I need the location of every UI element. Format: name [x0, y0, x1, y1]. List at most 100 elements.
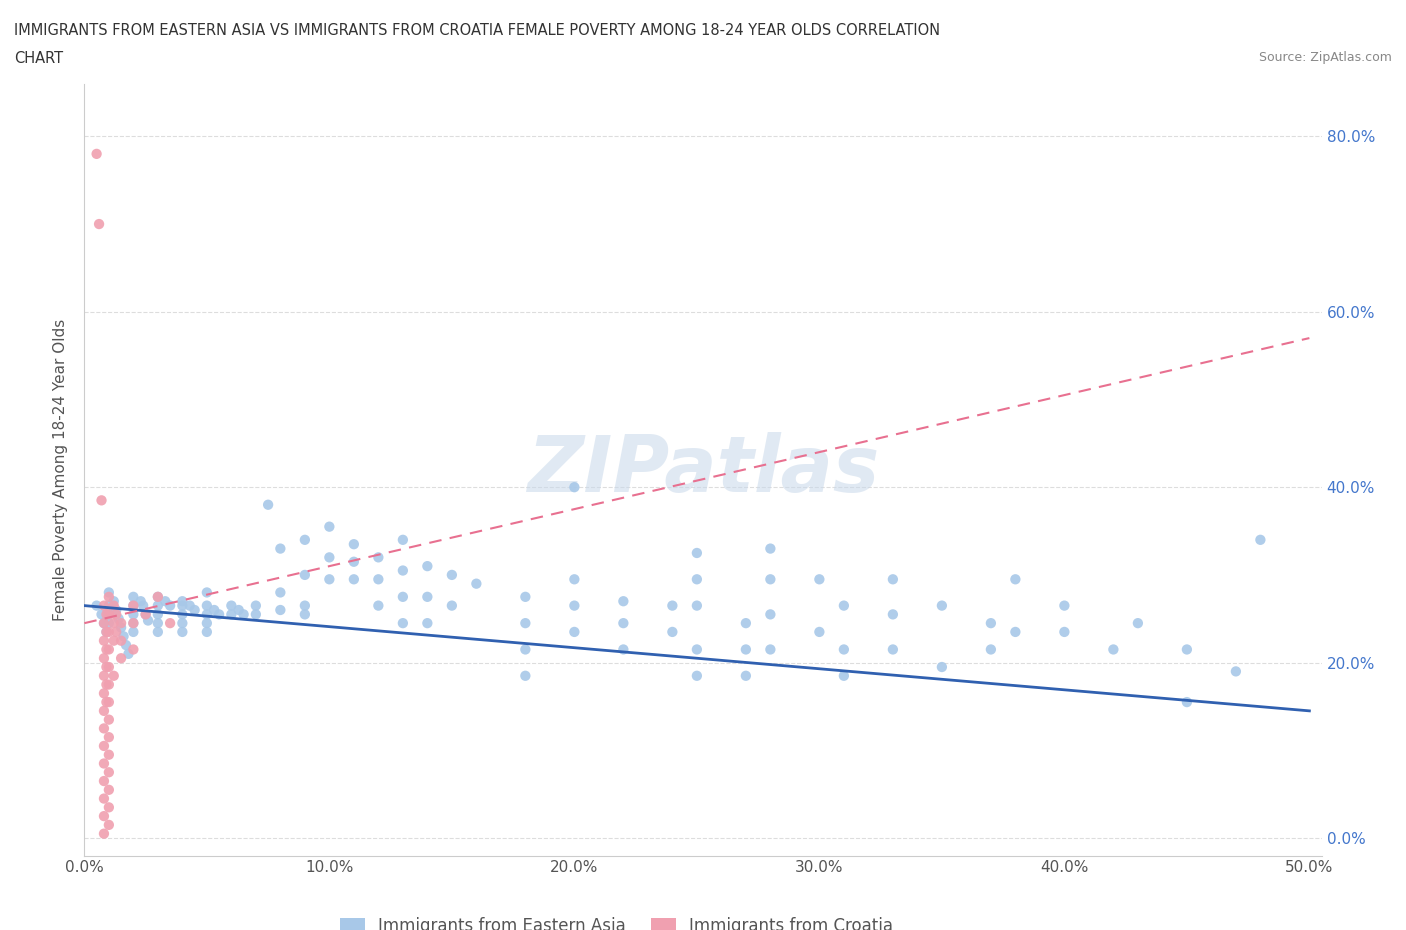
Point [832, 598, 855, 613]
Point [195, 585, 218, 600]
Point [343, 572, 366, 587]
Text: CHART: CHART [14, 51, 63, 66]
Point [93, 686, 115, 701]
Y-axis label: Female Poverty Among 18-24 Year Olds: Female Poverty Among 18-24 Year Olds [53, 319, 69, 621]
Point [93, 669, 115, 684]
Point [122, 624, 145, 639]
Text: Source: ZipAtlas.com: Source: ZipAtlas.com [1258, 51, 1392, 64]
Point [122, 598, 145, 613]
Point [146, 590, 169, 604]
Point [515, 669, 537, 684]
Point [110, 616, 132, 631]
Point [172, 616, 194, 631]
Point [93, 616, 115, 631]
Point [195, 624, 218, 639]
Point [1053, 624, 1076, 639]
Point [97, 616, 120, 631]
Point [1249, 532, 1271, 547]
Point [1225, 664, 1247, 679]
Point [318, 572, 340, 587]
Legend: Immigrants from Eastern Asia, Immigrants from Croatia: Immigrants from Eastern Asia, Immigrants… [333, 910, 900, 930]
Point [132, 598, 155, 613]
Point [135, 607, 157, 622]
Point [734, 669, 756, 684]
Point [367, 550, 389, 565]
Point [195, 598, 218, 613]
Point [612, 642, 634, 657]
Point [734, 642, 756, 657]
Point [97, 712, 120, 727]
Point [882, 607, 904, 622]
Point [155, 593, 177, 608]
Point [105, 607, 128, 622]
Point [97, 800, 120, 815]
Point [1053, 598, 1076, 613]
Point [93, 756, 115, 771]
Point [93, 738, 115, 753]
Point [146, 607, 169, 622]
Point [294, 598, 316, 613]
Point [392, 532, 415, 547]
Point [686, 642, 709, 657]
Point [661, 624, 683, 639]
Point [294, 567, 316, 582]
Point [115, 638, 138, 653]
Point [97, 585, 120, 600]
Point [96, 624, 118, 639]
Point [93, 826, 115, 841]
Point [980, 616, 1002, 631]
Point [97, 730, 120, 745]
Point [146, 616, 169, 631]
Point [882, 572, 904, 587]
Point [122, 590, 145, 604]
Point [93, 791, 115, 806]
Point [1004, 624, 1026, 639]
Point [228, 603, 250, 618]
Point [759, 607, 782, 622]
Point [105, 624, 128, 639]
Point [515, 590, 537, 604]
Point [759, 572, 782, 587]
Point [105, 603, 128, 618]
Point [440, 598, 463, 613]
Point [208, 607, 231, 622]
Point [661, 598, 683, 613]
Point [195, 616, 218, 631]
Point [686, 546, 709, 561]
Point [122, 616, 145, 631]
Point [734, 616, 756, 631]
Point [96, 659, 118, 674]
Point [343, 554, 366, 569]
Point [257, 498, 280, 512]
Point [110, 633, 132, 648]
Point [97, 817, 120, 832]
Point [122, 607, 145, 622]
Point [759, 642, 782, 657]
Point [882, 642, 904, 657]
Point [686, 598, 709, 613]
Point [318, 550, 340, 565]
Point [221, 607, 243, 622]
Point [112, 629, 135, 644]
Point [146, 598, 169, 613]
Point [808, 624, 831, 639]
Point [107, 611, 129, 626]
Point [96, 677, 118, 692]
Point [612, 616, 634, 631]
Point [564, 480, 586, 495]
Point [97, 659, 120, 674]
Point [931, 659, 953, 674]
Point [392, 563, 415, 578]
Point [96, 607, 118, 622]
Point [294, 607, 316, 622]
Point [93, 651, 115, 666]
Point [269, 603, 291, 618]
Point [1175, 695, 1198, 710]
Point [318, 519, 340, 534]
Point [93, 703, 115, 718]
Point [440, 567, 463, 582]
Point [97, 607, 120, 622]
Point [97, 748, 120, 763]
Point [122, 642, 145, 657]
Point [465, 577, 488, 591]
